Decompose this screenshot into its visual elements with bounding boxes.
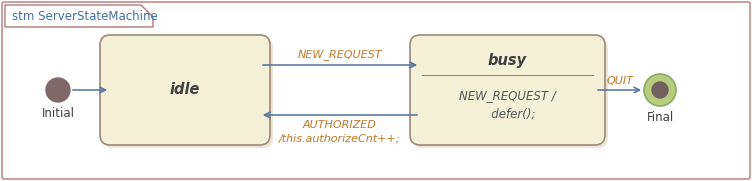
- Text: NEW_REQUEST: NEW_REQUEST: [298, 49, 382, 60]
- FancyBboxPatch shape: [2, 2, 750, 179]
- Polygon shape: [5, 5, 153, 27]
- FancyBboxPatch shape: [410, 35, 605, 145]
- Text: NEW_REQUEST /
   defer();: NEW_REQUEST / defer();: [459, 89, 556, 121]
- Text: idle: idle: [170, 83, 200, 98]
- FancyBboxPatch shape: [413, 38, 608, 148]
- Circle shape: [644, 74, 676, 106]
- Text: Initial: Initial: [41, 107, 74, 120]
- FancyBboxPatch shape: [100, 35, 270, 145]
- Text: Final: Final: [647, 111, 674, 124]
- Text: stm ServerStateMachine: stm ServerStateMachine: [12, 9, 158, 22]
- Text: QUIT: QUIT: [606, 76, 633, 86]
- FancyBboxPatch shape: [103, 38, 273, 148]
- Circle shape: [652, 82, 668, 98]
- Text: AUTHORIZED
/this.authorizeCnt++;: AUTHORIZED /this.authorizeCnt++;: [279, 120, 401, 143]
- Circle shape: [46, 78, 70, 102]
- Text: busy: busy: [488, 52, 527, 68]
